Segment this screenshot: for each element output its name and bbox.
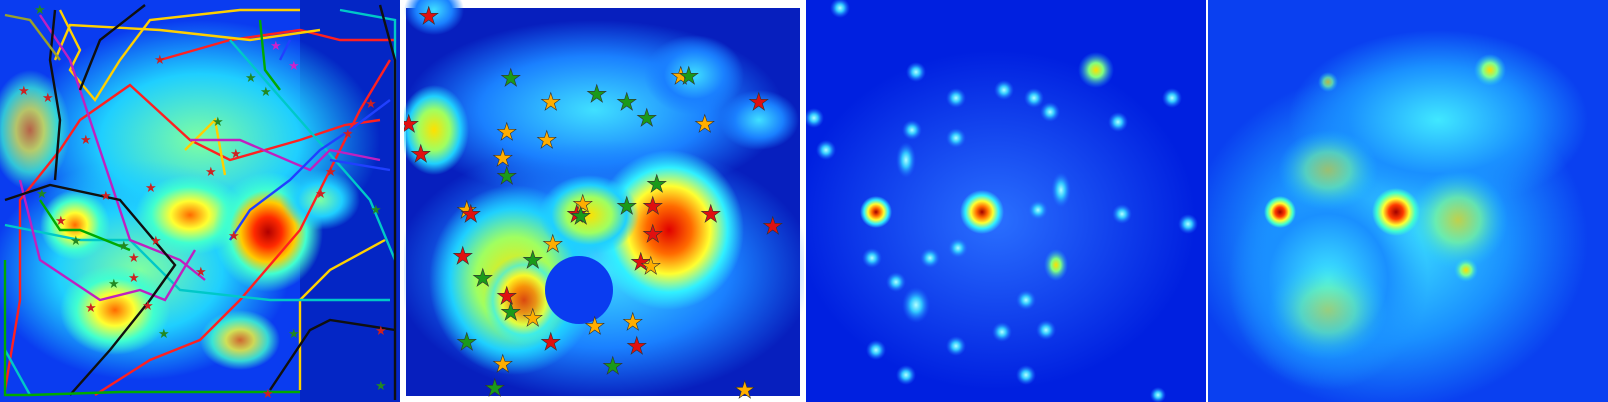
svg-text:★: ★ bbox=[154, 53, 166, 68]
svg-text:★: ★ bbox=[410, 140, 432, 168]
svg-text:★: ★ bbox=[642, 192, 664, 220]
svg-text:★: ★ bbox=[262, 387, 274, 402]
svg-text:★: ★ bbox=[80, 133, 92, 148]
svg-text:★: ★ bbox=[375, 379, 387, 394]
svg-text:★: ★ bbox=[456, 328, 478, 356]
svg-text:★: ★ bbox=[492, 350, 514, 378]
svg-text:★: ★ bbox=[418, 2, 440, 30]
svg-text:★: ★ bbox=[762, 212, 784, 240]
svg-text:★: ★ bbox=[748, 88, 770, 116]
panel-2-markers: ★ ★ ★ ★ ★ ★ ★ ★ ★ ★ ★ ★ ★ ★ ★ ★ ★ ★ ★ ★ bbox=[404, 2, 784, 402]
svg-text:★: ★ bbox=[70, 234, 82, 249]
svg-text:★: ★ bbox=[342, 127, 354, 142]
panel-heatmap-routes: ★ ★ ★ ★ ★ ★ ★ ★ ★ ★ ★ ★ ★ ★ ★ ★ ★ ★ ★ ★ bbox=[0, 0, 400, 402]
svg-text:★: ★ bbox=[100, 189, 112, 204]
svg-text:★: ★ bbox=[288, 59, 300, 74]
svg-text:★: ★ bbox=[496, 118, 518, 146]
svg-text:★: ★ bbox=[500, 64, 522, 92]
svg-text:★: ★ bbox=[700, 200, 722, 228]
svg-text:★: ★ bbox=[230, 147, 242, 162]
svg-text:★: ★ bbox=[452, 242, 474, 270]
svg-text:★: ★ bbox=[630, 248, 652, 276]
svg-text:★: ★ bbox=[34, 3, 46, 18]
panel-3-hotspots bbox=[806, 0, 1198, 402]
svg-text:★: ★ bbox=[270, 39, 282, 54]
svg-text:★: ★ bbox=[678, 62, 700, 90]
svg-text:★: ★ bbox=[18, 84, 30, 99]
svg-text:★: ★ bbox=[472, 264, 494, 292]
svg-text:★: ★ bbox=[245, 71, 257, 86]
panel-2-canvas: ★ ★ ★ ★ ★ ★ ★ ★ ★ ★ ★ ★ ★ ★ ★ ★ ★ ★ ★ ★ bbox=[404, 0, 804, 402]
svg-text:★: ★ bbox=[586, 80, 608, 108]
svg-text:★: ★ bbox=[540, 328, 562, 356]
svg-text:★: ★ bbox=[622, 308, 644, 336]
panel-density-hotspots bbox=[806, 0, 1206, 402]
svg-text:★: ★ bbox=[636, 104, 658, 132]
svg-text:★: ★ bbox=[85, 301, 97, 316]
svg-text:★: ★ bbox=[288, 327, 300, 342]
svg-text:★: ★ bbox=[460, 200, 482, 228]
svg-text:★: ★ bbox=[195, 265, 207, 280]
svg-text:★: ★ bbox=[484, 374, 506, 402]
svg-text:★: ★ bbox=[108, 277, 120, 292]
svg-text:★: ★ bbox=[456, 196, 478, 224]
svg-text:★: ★ bbox=[570, 202, 592, 230]
svg-text:★: ★ bbox=[616, 88, 638, 116]
panel-heatmap-stars: ★ ★ ★ ★ ★ ★ ★ ★ ★ ★ ★ ★ ★ ★ ★ ★ ★ ★ ★ ★ bbox=[404, 0, 804, 402]
svg-text:★: ★ bbox=[150, 234, 162, 249]
svg-text:★: ★ bbox=[118, 239, 130, 254]
svg-text:★: ★ bbox=[646, 170, 668, 198]
transit-routes bbox=[3, 4, 397, 400]
svg-text:★: ★ bbox=[128, 251, 140, 266]
svg-text:★: ★ bbox=[55, 214, 67, 229]
svg-text:★: ★ bbox=[522, 246, 544, 274]
svg-text:★: ★ bbox=[142, 299, 154, 314]
svg-text:★: ★ bbox=[325, 165, 337, 180]
svg-text:★: ★ bbox=[542, 230, 564, 258]
svg-text:★: ★ bbox=[145, 181, 157, 196]
svg-text:★: ★ bbox=[734, 376, 756, 402]
svg-text:★: ★ bbox=[128, 271, 140, 286]
svg-text:★: ★ bbox=[496, 282, 518, 310]
svg-text:★: ★ bbox=[404, 110, 420, 138]
panel-3-canvas bbox=[806, 0, 1206, 402]
svg-text:★: ★ bbox=[205, 165, 217, 180]
panel-4-canvas bbox=[1208, 0, 1608, 402]
svg-text:★: ★ bbox=[522, 304, 544, 332]
svg-text:★: ★ bbox=[642, 220, 664, 248]
svg-text:★: ★ bbox=[602, 352, 624, 380]
svg-text:★: ★ bbox=[536, 126, 558, 154]
svg-text:★: ★ bbox=[228, 229, 240, 244]
svg-text:★: ★ bbox=[616, 192, 638, 220]
panel-diffused-density bbox=[1208, 0, 1608, 402]
svg-text:★: ★ bbox=[584, 312, 606, 340]
svg-text:★: ★ bbox=[640, 252, 662, 280]
svg-text:★: ★ bbox=[500, 298, 522, 326]
panel-1-canvas: ★ ★ ★ ★ ★ ★ ★ ★ ★ ★ ★ ★ ★ ★ ★ ★ ★ ★ ★ ★ bbox=[0, 0, 400, 402]
svg-text:★: ★ bbox=[365, 97, 377, 112]
svg-text:★: ★ bbox=[212, 115, 224, 130]
svg-text:★: ★ bbox=[315, 187, 327, 202]
svg-text:★: ★ bbox=[566, 200, 588, 228]
svg-text:★: ★ bbox=[158, 327, 170, 342]
panel-1-markers: ★ ★ ★ ★ ★ ★ ★ ★ ★ ★ ★ ★ ★ ★ ★ ★ ★ ★ ★ ★ bbox=[18, 3, 387, 402]
svg-text:★: ★ bbox=[370, 203, 382, 218]
svg-text:★: ★ bbox=[540, 88, 562, 116]
svg-text:★: ★ bbox=[260, 85, 272, 100]
svg-text:★: ★ bbox=[496, 162, 518, 190]
svg-text:★: ★ bbox=[670, 62, 692, 90]
svg-text:★: ★ bbox=[572, 190, 594, 218]
svg-text:★: ★ bbox=[492, 144, 514, 172]
svg-text:★: ★ bbox=[36, 187, 48, 202]
svg-text:★: ★ bbox=[375, 324, 387, 339]
svg-text:★: ★ bbox=[694, 110, 716, 138]
svg-text:★: ★ bbox=[626, 332, 648, 360]
svg-text:★: ★ bbox=[42, 91, 54, 106]
